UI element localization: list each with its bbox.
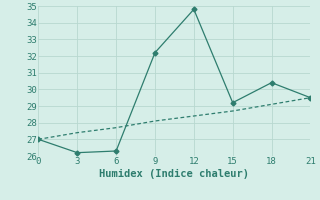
X-axis label: Humidex (Indice chaleur): Humidex (Indice chaleur): [100, 169, 249, 179]
